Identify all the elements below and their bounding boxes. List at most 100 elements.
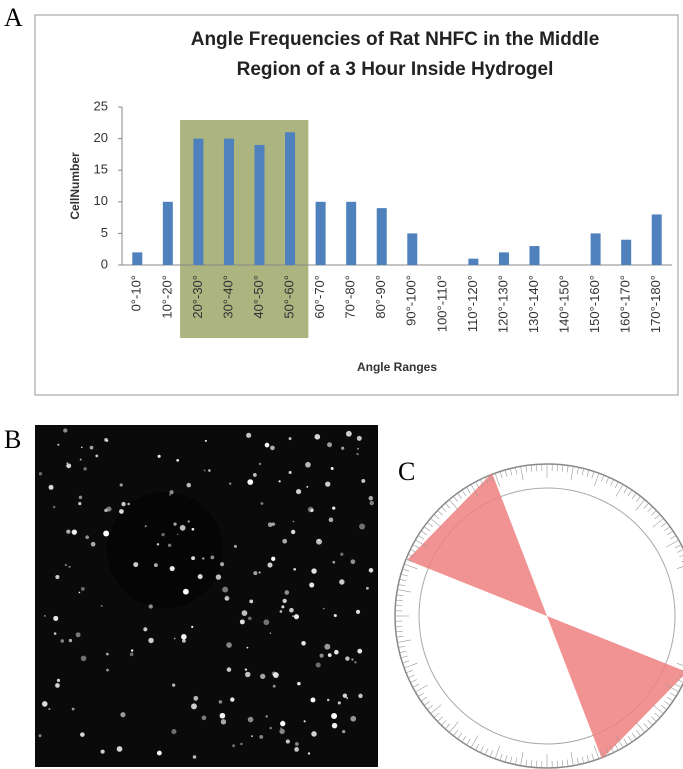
protractor-tick [453,730,458,736]
panel-frame [34,14,679,396]
cell [204,439,207,442]
protractor-tick [576,757,579,765]
protractor-tick [635,721,645,733]
cell [80,446,83,449]
cells [38,428,374,759]
y-tick-label: 15 [94,162,108,177]
cell [71,707,75,711]
cell [176,533,179,536]
protractor-tick [402,660,410,664]
protractor-tick [635,499,645,511]
cell [106,652,109,656]
cell [48,708,51,711]
x-tick-label: 130°-140° [526,275,541,333]
cell [55,683,60,688]
bar [621,239,632,265]
cell [78,591,81,594]
cell [239,619,245,625]
cell [172,683,176,687]
cell [53,632,57,635]
bar [346,201,357,265]
x-tick-label: 170°-180° [648,275,663,333]
cell [295,489,302,495]
cell [78,501,82,506]
cell [116,746,123,752]
protractor-tick [504,469,508,477]
chart-title: Region of a 3 Hour Inside Hydrogel [237,59,554,80]
bar [498,252,509,265]
protractor-tick [412,544,420,549]
cell [68,638,73,643]
protractor-tick [441,506,447,512]
protractor-tick [654,514,661,520]
cell [350,715,357,722]
chart-title: Angle Frequencies of Rat NHFC in the Mid… [191,29,600,50]
cell [328,517,334,523]
x-tick-label: 140°-150° [556,275,571,333]
protractor-tick [623,738,628,746]
protractor-tick [601,750,605,758]
cell [315,662,321,668]
cell [224,595,230,601]
cell [222,586,229,593]
cell [280,720,286,727]
cell [66,462,69,464]
cell [263,619,270,626]
cell [259,734,264,739]
protractor-tick [581,756,585,764]
cell [307,752,311,755]
protractor-tick [399,650,407,654]
cell [173,522,177,526]
cell [56,678,61,682]
cell [246,432,252,438]
protractor-tick [415,684,428,693]
cell [156,543,160,546]
cell [241,610,248,617]
cell [351,658,354,661]
panel-label: B [4,425,21,454]
cell [269,632,272,634]
cell [148,604,153,609]
cell [356,447,359,450]
protractor-tick [480,479,484,486]
cell [368,496,373,501]
protractor-tick [494,745,501,759]
protractor-tick [610,479,614,486]
protractor-tick [593,473,600,487]
protractor-tick [395,599,403,602]
cell [319,653,324,658]
cell [332,560,336,564]
cell [356,452,359,456]
y-tick-label: 20 [94,130,108,145]
cell [55,574,60,580]
protractor-tick [561,464,564,472]
protractor-tick [627,736,633,743]
cell [161,533,165,537]
protractor-tick [530,760,533,768]
protractor-tick [631,733,637,740]
protractor-tick [651,716,657,722]
cell [52,505,56,509]
cell [292,615,294,617]
cell [127,502,130,506]
protractor-tick [499,471,503,479]
protractor-tick [614,743,619,751]
cell [191,556,196,561]
protractor-tick [397,589,412,593]
protractor-tick [509,756,513,764]
protractor-tick [433,514,440,520]
protractor-tick [647,506,653,512]
cell [119,509,124,514]
cell [334,649,339,655]
cell [104,508,108,513]
cell [60,639,65,643]
protractor-tick [405,670,413,674]
protractor [394,463,683,769]
protractor-tick [499,753,503,761]
protractor-tick [676,662,683,666]
protractor-tick [661,522,667,527]
protractor-tick [530,464,533,472]
protractor-tick [581,468,585,476]
cell [324,643,331,650]
cell [361,479,366,483]
